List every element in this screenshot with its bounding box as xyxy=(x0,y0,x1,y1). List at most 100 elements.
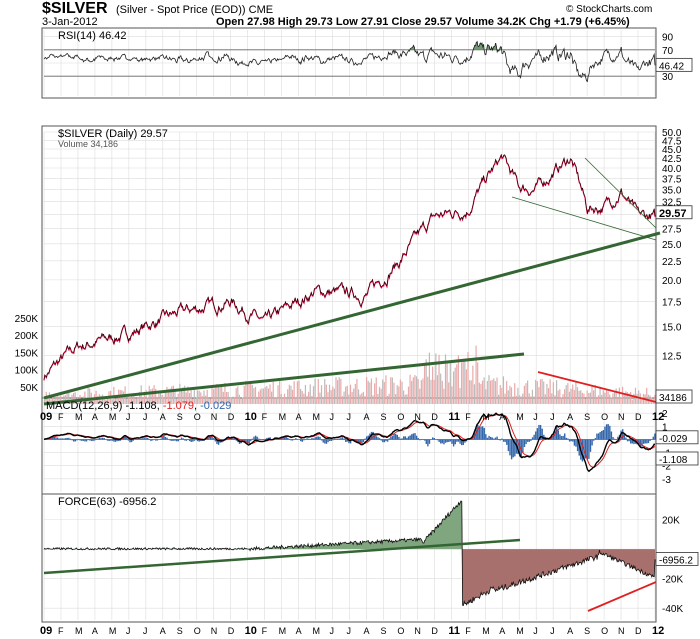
time-axis-label: S xyxy=(584,412,590,422)
volume-bar xyxy=(554,395,556,404)
macd-histogram-bar xyxy=(68,437,70,440)
macd-histogram-bar xyxy=(596,433,598,440)
time-axis-label: J xyxy=(126,626,131,636)
macd-histogram-bar xyxy=(630,439,632,444)
volume-bar xyxy=(525,383,527,404)
time-axis-label: S xyxy=(177,626,183,636)
time-axis-label: M xyxy=(109,626,117,636)
macd-histogram-bar xyxy=(245,439,247,443)
volume-bar xyxy=(530,396,532,404)
time-axis-label: O xyxy=(397,412,404,422)
time-axis-label: 11 xyxy=(448,625,460,637)
volume-bar xyxy=(251,384,253,404)
volume-bar xyxy=(641,399,643,404)
volume-bar xyxy=(396,385,398,404)
time-axis-label: 09 xyxy=(40,625,52,637)
time-axis-label: M xyxy=(313,412,321,422)
macd-tick-label: -3 xyxy=(662,475,671,486)
macd-histogram-bar xyxy=(380,439,382,441)
volume-bar xyxy=(551,393,553,404)
macd-histogram-bar xyxy=(169,439,171,441)
macd-histogram-bar xyxy=(626,439,629,442)
volume-bar xyxy=(266,386,268,404)
volume-bar xyxy=(506,381,508,404)
macd-histogram-bar xyxy=(282,437,284,440)
volume-bar xyxy=(282,397,284,404)
volume-bar xyxy=(523,385,525,404)
volume-bar xyxy=(44,399,46,404)
time-axis-label: 10 xyxy=(245,625,257,637)
macd-histogram-bar xyxy=(254,435,257,440)
macd-histogram-bar xyxy=(647,439,650,444)
macd-histogram-bar xyxy=(481,426,484,440)
price-tick-label: 25.0 xyxy=(662,240,682,251)
macd-histogram-bar xyxy=(261,439,263,441)
time-axis-label: N xyxy=(211,412,218,422)
volume-bar xyxy=(55,396,57,404)
time-axis-label: D xyxy=(228,412,235,422)
volume-bar xyxy=(417,379,419,404)
volume-bar xyxy=(472,365,474,404)
volume-bar xyxy=(588,393,590,404)
macd-histogram-bar xyxy=(452,439,455,447)
time-axis-label: A xyxy=(363,412,369,422)
volume-bar xyxy=(535,379,537,404)
force-negative-area xyxy=(44,549,655,606)
volume-bar xyxy=(208,396,210,404)
volume-bar xyxy=(68,390,70,404)
volume-bar xyxy=(630,392,632,404)
volume-bar xyxy=(460,362,463,404)
rsi-tick-label: 30 xyxy=(662,72,674,83)
volume-bar xyxy=(312,386,315,404)
volume-bar xyxy=(509,385,511,404)
volume-bar xyxy=(195,398,197,404)
time-axis-label: F xyxy=(58,626,64,636)
volume-bar xyxy=(158,393,160,404)
macd-histogram-bar xyxy=(151,439,154,441)
macd-histogram-bar xyxy=(415,435,418,440)
volume-bar xyxy=(279,379,281,404)
volume-bar xyxy=(206,389,208,404)
volume-bar xyxy=(383,381,385,404)
volume-bar xyxy=(211,385,213,404)
volume-bar xyxy=(295,397,297,404)
volume-bar xyxy=(438,354,440,404)
time-axis-label: D xyxy=(635,412,642,422)
macd-histogram-bar xyxy=(610,431,613,440)
macd-histogram-bar xyxy=(161,437,163,440)
price-tick-label: 37.5 xyxy=(662,174,682,185)
volume-bar xyxy=(354,383,356,404)
macd-histogram-bar xyxy=(641,439,643,447)
macd-histogram-bar xyxy=(147,437,149,440)
volume-bar xyxy=(510,387,513,404)
volume-bar xyxy=(498,394,500,404)
volume-bar xyxy=(601,394,603,404)
volume-bar xyxy=(380,388,382,404)
volume-bar xyxy=(114,398,117,404)
macd-histogram-bar xyxy=(390,436,392,440)
macd-histogram-bar xyxy=(504,439,506,442)
force-last-value-box xyxy=(655,552,699,566)
volume-bar xyxy=(238,394,241,404)
time-axis-label: A xyxy=(92,626,98,636)
macd-histogram-bar xyxy=(193,439,196,441)
time-axis-label: O xyxy=(397,626,404,636)
volume-bar xyxy=(559,389,561,404)
rsi-last-value: 46.42 xyxy=(659,61,684,72)
time-axis-label: O xyxy=(194,412,201,422)
time-axis-label: M xyxy=(109,412,117,422)
macd-histogram-bar xyxy=(654,433,656,440)
macd-histogram-bar xyxy=(607,424,609,440)
macd-histogram-bar xyxy=(604,426,606,440)
macd-histogram-bar xyxy=(485,434,487,440)
volume-bar xyxy=(71,394,73,404)
volume-bar xyxy=(427,376,429,404)
volume-bar xyxy=(63,395,65,404)
volume-bar xyxy=(428,352,430,404)
time-axis-label: J xyxy=(143,626,148,636)
volume-bar xyxy=(481,380,484,404)
macd-histogram-bar xyxy=(512,439,514,458)
macd-histogram-bar xyxy=(531,437,534,440)
volume-bar xyxy=(258,391,260,404)
volume-bar xyxy=(564,389,566,404)
